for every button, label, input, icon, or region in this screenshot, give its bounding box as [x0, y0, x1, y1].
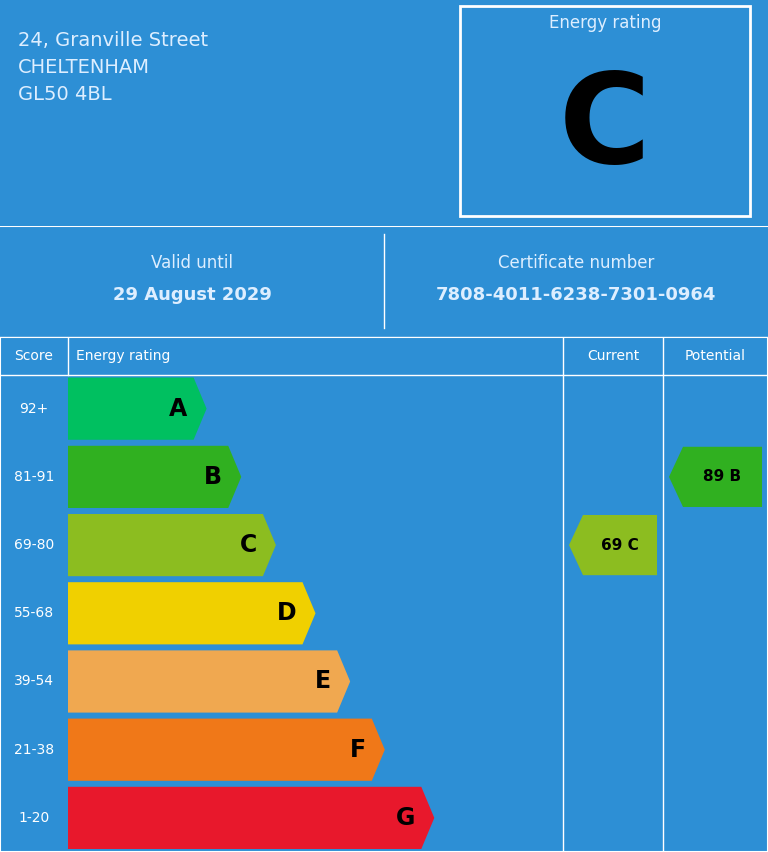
Text: C: C — [240, 533, 257, 557]
Text: G: G — [396, 806, 415, 830]
Text: E: E — [315, 670, 331, 694]
Text: F: F — [349, 738, 366, 762]
Text: 21-38: 21-38 — [14, 743, 54, 757]
Text: 89 B: 89 B — [703, 469, 742, 485]
Text: 7808-4011-6238-7301-0964: 7808-4011-6238-7301-0964 — [435, 286, 717, 304]
Text: D: D — [277, 602, 296, 625]
Polygon shape — [68, 718, 385, 780]
Text: 81-91: 81-91 — [14, 470, 55, 484]
Text: Energy rating: Energy rating — [549, 14, 661, 32]
Polygon shape — [68, 582, 316, 644]
Text: Current: Current — [587, 348, 639, 363]
Polygon shape — [68, 377, 207, 440]
Text: 69-80: 69-80 — [14, 538, 54, 552]
Text: B: B — [204, 465, 222, 489]
Text: C: C — [559, 68, 650, 189]
Text: Score: Score — [15, 348, 54, 363]
Text: 39-54: 39-54 — [14, 675, 54, 688]
Text: A: A — [170, 397, 187, 421]
Text: CHELTENHAM: CHELTENHAM — [18, 58, 150, 77]
Polygon shape — [68, 446, 241, 508]
Text: GL50 4BL: GL50 4BL — [18, 85, 111, 104]
Polygon shape — [669, 446, 762, 507]
Text: 92+: 92+ — [19, 401, 48, 416]
Text: 55-68: 55-68 — [14, 607, 54, 620]
Text: 29 August 2029: 29 August 2029 — [113, 286, 271, 304]
Polygon shape — [569, 515, 657, 575]
Text: Energy rating: Energy rating — [76, 348, 170, 363]
Text: Potential: Potential — [685, 348, 746, 363]
Polygon shape — [68, 650, 350, 712]
Text: Valid until: Valid until — [151, 254, 233, 272]
Polygon shape — [68, 786, 434, 849]
Text: 1-20: 1-20 — [18, 811, 50, 825]
Text: 24, Granville Street: 24, Granville Street — [18, 31, 208, 50]
Bar — [460, 6, 750, 216]
Text: Certificate number: Certificate number — [498, 254, 654, 272]
Text: 69 C: 69 C — [601, 538, 639, 553]
Polygon shape — [68, 514, 276, 576]
